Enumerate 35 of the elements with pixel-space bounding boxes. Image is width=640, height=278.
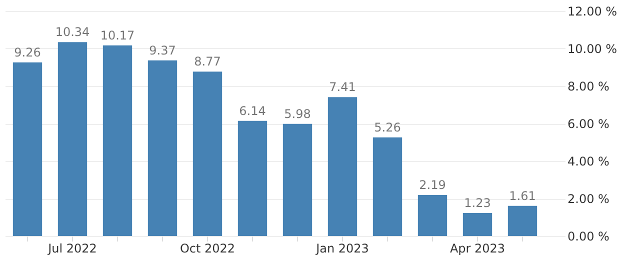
- x-tick-label: Oct 2022: [180, 242, 236, 256]
- y-tick-label: 12.00 %: [568, 4, 618, 18]
- y-tick-label: 10.00 %: [568, 42, 618, 56]
- bar: [282, 124, 312, 236]
- x-tick-label: Jan 2023: [315, 242, 369, 256]
- y-tick-label: 6.00 %: [568, 117, 610, 131]
- data-label: 10.17: [100, 28, 135, 42]
- data-label: 5.26: [374, 120, 401, 134]
- data-label: 2.19: [419, 178, 446, 192]
- bar: [418, 194, 448, 236]
- data-label: 6.14: [239, 104, 266, 118]
- data-label: 7.41: [329, 80, 356, 94]
- y-tick-label: 4.00 %: [568, 154, 610, 168]
- data-label: 8.77: [194, 54, 221, 69]
- data-label: 10.34: [55, 25, 90, 40]
- data-label: 9.37: [149, 43, 176, 58]
- bar: [58, 42, 88, 236]
- x-tick-label: Jul 2022: [47, 242, 97, 256]
- bar: [462, 212, 492, 236]
- data-label: 1.23: [464, 196, 491, 210]
- y-tick-label: 8.00 %: [568, 80, 610, 94]
- x-tick-label: Apr 2023: [450, 242, 506, 256]
- data-label: 5.98: [284, 106, 311, 121]
- bar: [102, 45, 132, 236]
- y-tick-label: 2.00 %: [568, 192, 610, 206]
- bar: [12, 62, 42, 236]
- data-label: 1.61: [509, 188, 536, 203]
- bar: [508, 206, 538, 236]
- bar: [148, 60, 178, 236]
- bar: [238, 120, 268, 236]
- y-tick-label: 0.00 %: [568, 230, 610, 244]
- data-label: 9.26: [14, 45, 41, 60]
- bar: [372, 137, 402, 236]
- bar: [328, 97, 358, 236]
- bar: [192, 72, 222, 236]
